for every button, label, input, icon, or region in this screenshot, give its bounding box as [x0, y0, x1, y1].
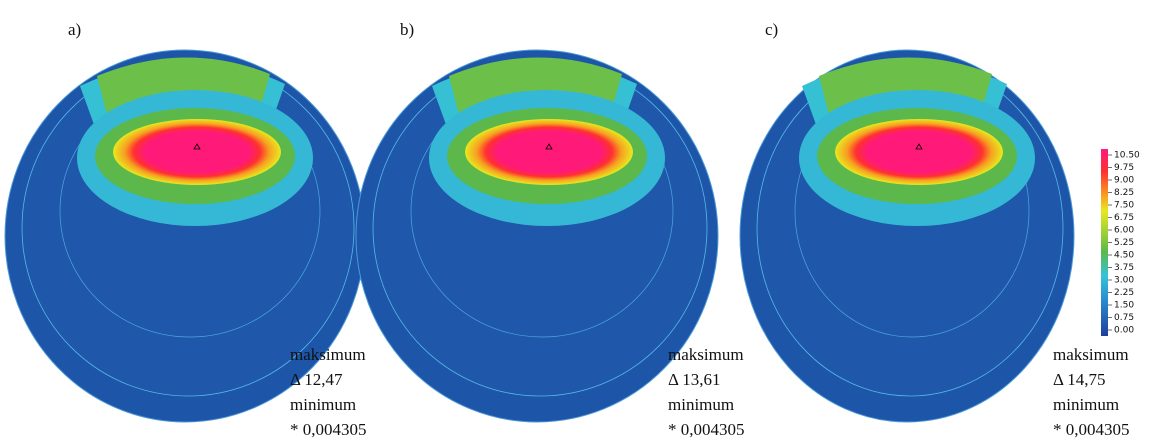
min-value: * 0,004305: [668, 420, 745, 439]
legend-label: 1.50: [1114, 301, 1134, 311]
panel-label: a): [68, 20, 81, 39]
max-label: maksimum: [668, 345, 744, 364]
zone-hot: [465, 119, 633, 185]
legend-label: 7.50: [1114, 201, 1134, 211]
legend-label: 8.25: [1114, 188, 1134, 198]
result-panel: [356, 50, 718, 422]
result-panel: [740, 50, 1074, 422]
color-bar: [1101, 149, 1108, 336]
legend-label: 3.75: [1114, 263, 1134, 273]
max-value: Δ 14,75: [1053, 370, 1106, 389]
min-value: * 0,004305: [1053, 420, 1130, 439]
max-value: Δ 12,47: [290, 370, 343, 389]
min-label: minimum: [668, 395, 734, 414]
panel-label: b): [400, 20, 414, 39]
result-panel: [5, 50, 365, 422]
min-label: minimum: [290, 395, 356, 414]
min-value: * 0,004305: [290, 420, 367, 439]
legend-label: 2.25: [1114, 288, 1134, 298]
zone-hot: [835, 119, 1003, 185]
legend-label: 0.75: [1114, 313, 1134, 323]
legend-label: 0.00: [1114, 326, 1134, 336]
max-label: maksimum: [1053, 345, 1129, 364]
max-label: maksimum: [290, 345, 366, 364]
min-label: minimum: [1053, 395, 1119, 414]
zone-hot: [113, 119, 281, 185]
legend-label: 10.50: [1114, 151, 1140, 161]
legend-label: 6.75: [1114, 213, 1134, 223]
legend-label: 4.50: [1114, 251, 1134, 261]
max-value: Δ 13,61: [668, 370, 721, 389]
figure: a) maksimum Δ 12,47 minimum * 0,004305 b) maks…: [0, 0, 1159, 441]
legend-label: 9.75: [1114, 163, 1134, 173]
legend-label: 3.00: [1114, 276, 1134, 286]
legend-label: 6.00: [1114, 226, 1134, 236]
panel-label: c): [765, 20, 778, 39]
legend-label: 5.25: [1114, 238, 1134, 248]
legend-label: 9.00: [1114, 176, 1134, 186]
